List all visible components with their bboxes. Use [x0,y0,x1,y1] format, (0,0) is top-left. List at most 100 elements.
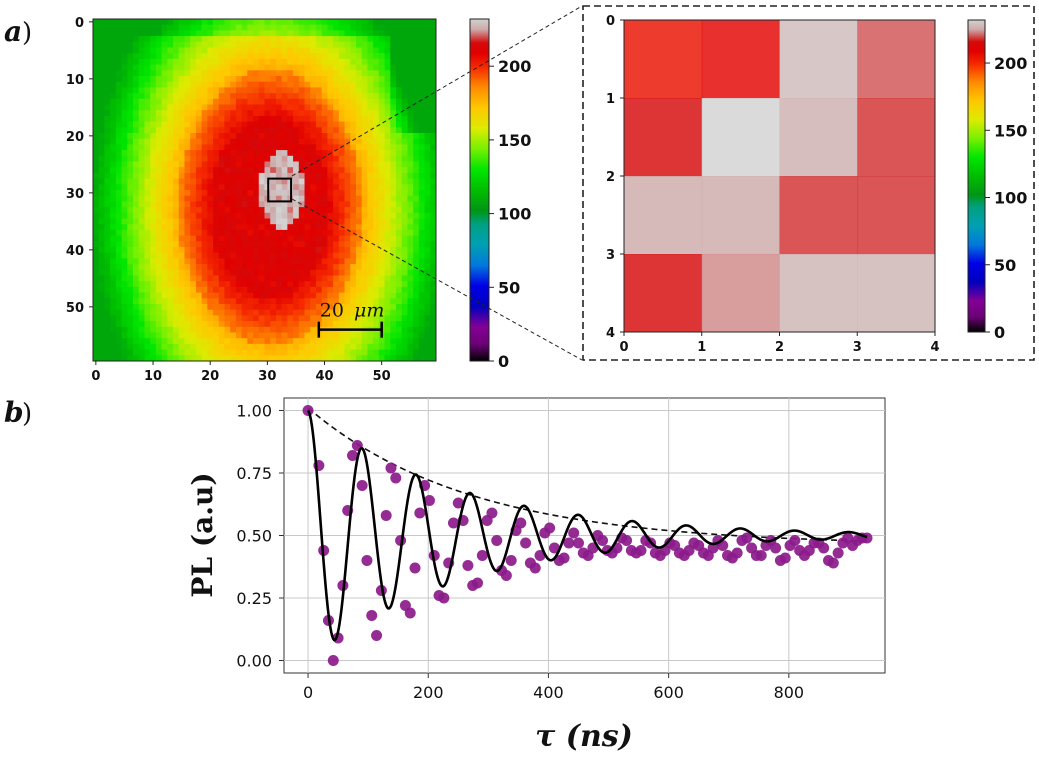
pl-map-cell [235,321,243,328]
pl-map-cell [367,304,374,311]
pl-map-cell [361,98,368,105]
pl-map-cell [133,321,140,328]
pl-map-cell [127,64,134,71]
pl-map-cell [224,115,231,122]
pl-map-cell [201,110,208,117]
pl-map-cell [235,349,243,356]
pl-map-cell [424,19,431,26]
pl-map-cell [321,281,328,288]
pl-map-cell [201,87,208,94]
pl-map-cell [98,115,105,122]
pl-map-cell [138,98,145,105]
pl-map-cell [207,30,214,37]
pl-map-cell [190,70,197,77]
pl-map-cell [93,172,100,179]
pl-map-cell [224,133,231,140]
pl-map-cell [310,104,317,111]
pl-map-cell [133,167,140,174]
pl-map-cell [253,258,260,265]
pl-map-cell [155,76,162,83]
pl-map-cell [350,184,357,191]
pl-map-cell [390,218,397,225]
pl-map-cell [327,76,334,83]
zoom-cell [857,20,936,99]
pl-map-cell [287,326,294,333]
pl-map-cell [315,269,323,276]
pl-map-cell [321,178,328,185]
pl-map-cell [384,269,391,276]
pl-map-cell [207,167,214,174]
pl-map-cell [418,338,425,345]
pl-map-cell [355,218,363,225]
pl-map-cell [138,184,145,191]
pl-map-cell [201,64,208,71]
pl-map-cell [93,24,100,31]
pl-map-cell [264,269,271,276]
pl-map-cell [138,212,145,219]
pl-map-cell [298,332,305,339]
pl-map-cell [327,349,334,356]
pl-map-cell [224,36,231,43]
pl-map-cell [361,269,368,276]
pl-map-cell [150,349,157,356]
pl-map-cell [213,172,220,179]
pl-map-cell [110,155,117,162]
pl-map-cell [344,184,351,191]
pl-map-cell [127,258,134,265]
pl-map-cell [218,292,225,299]
pl-map-cell [315,64,323,71]
pl-map-cell [367,229,374,236]
pl-map-cell [235,275,243,282]
pl-map-cell [115,144,122,151]
pl-map-cell [344,309,351,316]
pl-map-cell [304,36,311,43]
pl-map-cell [327,275,334,282]
pl-map-cell [218,127,225,134]
pl-map-cell [298,355,305,361]
pl-map-cell [281,190,288,197]
pl-map-cell [344,36,351,43]
pl-map-cell [350,275,357,282]
pl-map-cell [121,150,128,157]
pl-map-cell [333,93,340,100]
pl-map-cell [247,207,254,214]
pl-map-cell [144,349,151,356]
pl-map-cell [178,47,185,54]
pl-map-cell [218,184,225,191]
pl-map-cell [361,275,368,282]
pl-map-cell [264,144,271,151]
pl-map-cell [224,315,231,322]
pl-map-cell [407,121,414,128]
pl-map-cell [321,41,328,48]
pl-map-cell [413,195,420,202]
pl-map-cell [178,292,185,299]
pl-map-cell [173,121,180,128]
pl-map-cell [384,190,391,197]
pl-map-cell [327,70,334,77]
pl-map-cell [207,235,214,242]
pl-map-cell [253,343,260,350]
pl-map-cell [201,172,208,179]
pl-map-cell [173,110,180,117]
pl-map-cell [98,150,105,157]
pl-map-cell [184,70,191,77]
pl-map-cell [281,207,288,214]
pl-map-cell [93,133,100,140]
pl-map-cell [430,304,436,311]
pl-map-cell [258,343,265,350]
pl-map-cell [201,178,208,185]
pl-map-cell [247,161,254,168]
pl-map-cell [315,292,323,299]
pl-map-cell [150,281,157,288]
pl-map-cell [253,326,260,333]
pl-data-point [500,570,512,581]
pl-map-cell [224,298,231,305]
pl-data-point [789,535,801,546]
pl-map-cell [298,64,305,71]
pl-map-cell [133,309,140,316]
pl-map-cell [344,321,351,328]
pl-map-cell [367,355,374,361]
pl-map-cell [127,81,134,88]
pl-map-cell [275,258,283,265]
pl-map-cell [395,98,403,105]
